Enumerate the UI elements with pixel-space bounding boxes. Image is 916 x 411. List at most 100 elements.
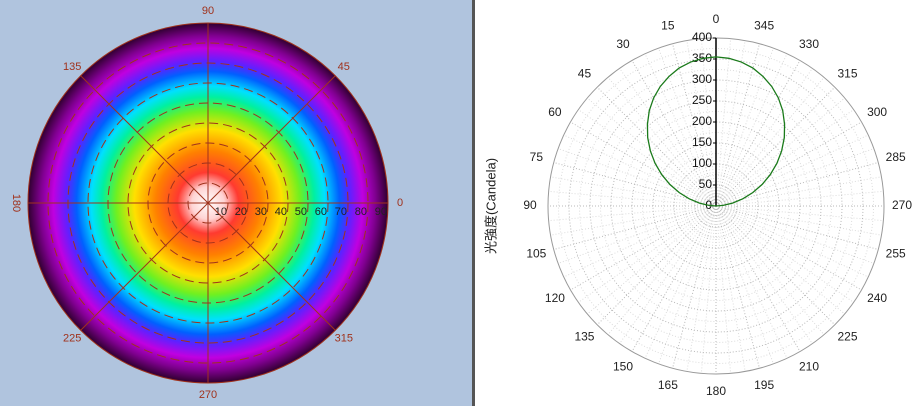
minor-spoke (715, 40, 746, 207)
grid-spoke (553, 205, 717, 250)
angle-tick-label: 255 (886, 246, 906, 260)
grid-ring (673, 163, 759, 249)
minor-spoke (715, 205, 788, 359)
angle-tick-label: 270 (892, 198, 912, 212)
minor-spoke (578, 109, 717, 207)
minor-spoke (548, 205, 717, 222)
grid-spoke (570, 205, 717, 291)
grid-spoke (715, 205, 836, 326)
angle-tick-label: 315 (838, 67, 858, 81)
minor-spoke (644, 53, 717, 207)
radial-tick-label: 20 (235, 206, 247, 218)
minor-spoke (563, 205, 717, 278)
angle-tick-label: 225 (838, 330, 858, 344)
radial-tick-label: 70 (335, 206, 347, 218)
angle-tick-label: 15 (661, 19, 675, 33)
minor-spoke (715, 205, 875, 264)
y-tick-label: 250 (692, 93, 712, 107)
angle-tick-label: 270 (199, 389, 217, 401)
angle-tick-label: 120 (545, 291, 565, 305)
angle-tick-label: 0 (713, 12, 720, 26)
minor-spoke (715, 205, 884, 222)
minor-spoke (686, 40, 717, 207)
minor-spoke (619, 205, 717, 344)
radial-tick-label: 40 (275, 206, 287, 218)
grid-spoke (715, 205, 862, 291)
minor-spoke (607, 205, 717, 336)
minor-spoke (586, 97, 717, 207)
angle-tick-label: 45 (578, 67, 592, 81)
grid-spoke (715, 86, 836, 207)
minor-spoke (715, 205, 825, 336)
axis-title: 光強度(Candela) (483, 158, 498, 254)
grid-ring (694, 184, 738, 228)
minor-spoke (715, 134, 869, 207)
angle-tick-label: 180 (706, 384, 726, 398)
angle-tick-label: 165 (658, 378, 678, 392)
minor-spoke (550, 205, 717, 236)
minor-ring (684, 174, 748, 238)
angle-tick-label: 195 (754, 378, 774, 392)
grid-spoke (715, 60, 801, 207)
angle-tick-label: 300 (867, 105, 887, 119)
angle-tick-label: 60 (548, 105, 562, 119)
angle-tick-label: 330 (799, 37, 819, 51)
minor-spoke (715, 176, 882, 207)
minor-spoke (715, 205, 846, 315)
angle-tick-label: 345 (754, 19, 774, 33)
minor-spoke (619, 68, 717, 207)
minor-spoke (715, 205, 882, 236)
minor-spoke (715, 47, 774, 207)
grid-ring (610, 100, 822, 312)
grid-ring (652, 142, 780, 270)
minor-spoke (686, 205, 717, 372)
angle-line (80, 202, 209, 331)
minor-spoke (715, 53, 788, 207)
y-tick-label: 100 (692, 156, 712, 170)
angle-line (207, 75, 336, 204)
radial-tick-label: 60 (315, 206, 327, 218)
grid-ring (589, 79, 843, 333)
grid-spoke (596, 205, 717, 326)
grid-ring (568, 58, 864, 354)
radial-tick-label: 80 (355, 206, 367, 218)
angle-tick-label: 180 (10, 194, 22, 212)
angle-tick-label: 90 (202, 5, 214, 17)
angle-tick-label: 150 (613, 359, 633, 373)
radial-tick-label: 50 (295, 206, 307, 218)
angle-line (207, 202, 336, 331)
y-tick-label: 300 (692, 72, 712, 86)
angle-line (80, 75, 209, 204)
grid-spoke (715, 205, 760, 369)
minor-spoke (715, 205, 746, 372)
minor-spoke (700, 205, 717, 374)
minor-spoke (550, 176, 717, 207)
grid-ring (631, 121, 801, 291)
minor-spoke (658, 205, 717, 365)
minor-spoke (715, 109, 854, 207)
angle-tick-label: 0 (397, 197, 403, 209)
minor-spoke (715, 205, 732, 374)
minor-ring (705, 195, 727, 217)
radial-tick-label: 90 (375, 206, 387, 218)
y-tick-label: 50 (699, 177, 713, 191)
minor-spoke (715, 148, 875, 207)
angle-tick-label: 135 (574, 330, 594, 344)
angle-tick-label: 285 (886, 150, 906, 164)
angle-tick-label: 45 (338, 61, 350, 73)
radial-tick-label: 30 (255, 206, 267, 218)
grid-spoke (672, 43, 717, 207)
angle-tick-label: 30 (616, 37, 630, 51)
grid-spoke (631, 205, 717, 352)
angle-tick-label: 210 (799, 359, 819, 373)
minor-ring (663, 153, 769, 259)
angle-tick-label: 75 (530, 150, 544, 164)
y-tick-label: 150 (692, 135, 712, 149)
grid-spoke (715, 121, 862, 207)
grid-spoke (715, 205, 879, 250)
minor-spoke (715, 68, 813, 207)
intensity-curve (646, 56, 786, 207)
radial-tick-label: 10 (215, 206, 227, 218)
